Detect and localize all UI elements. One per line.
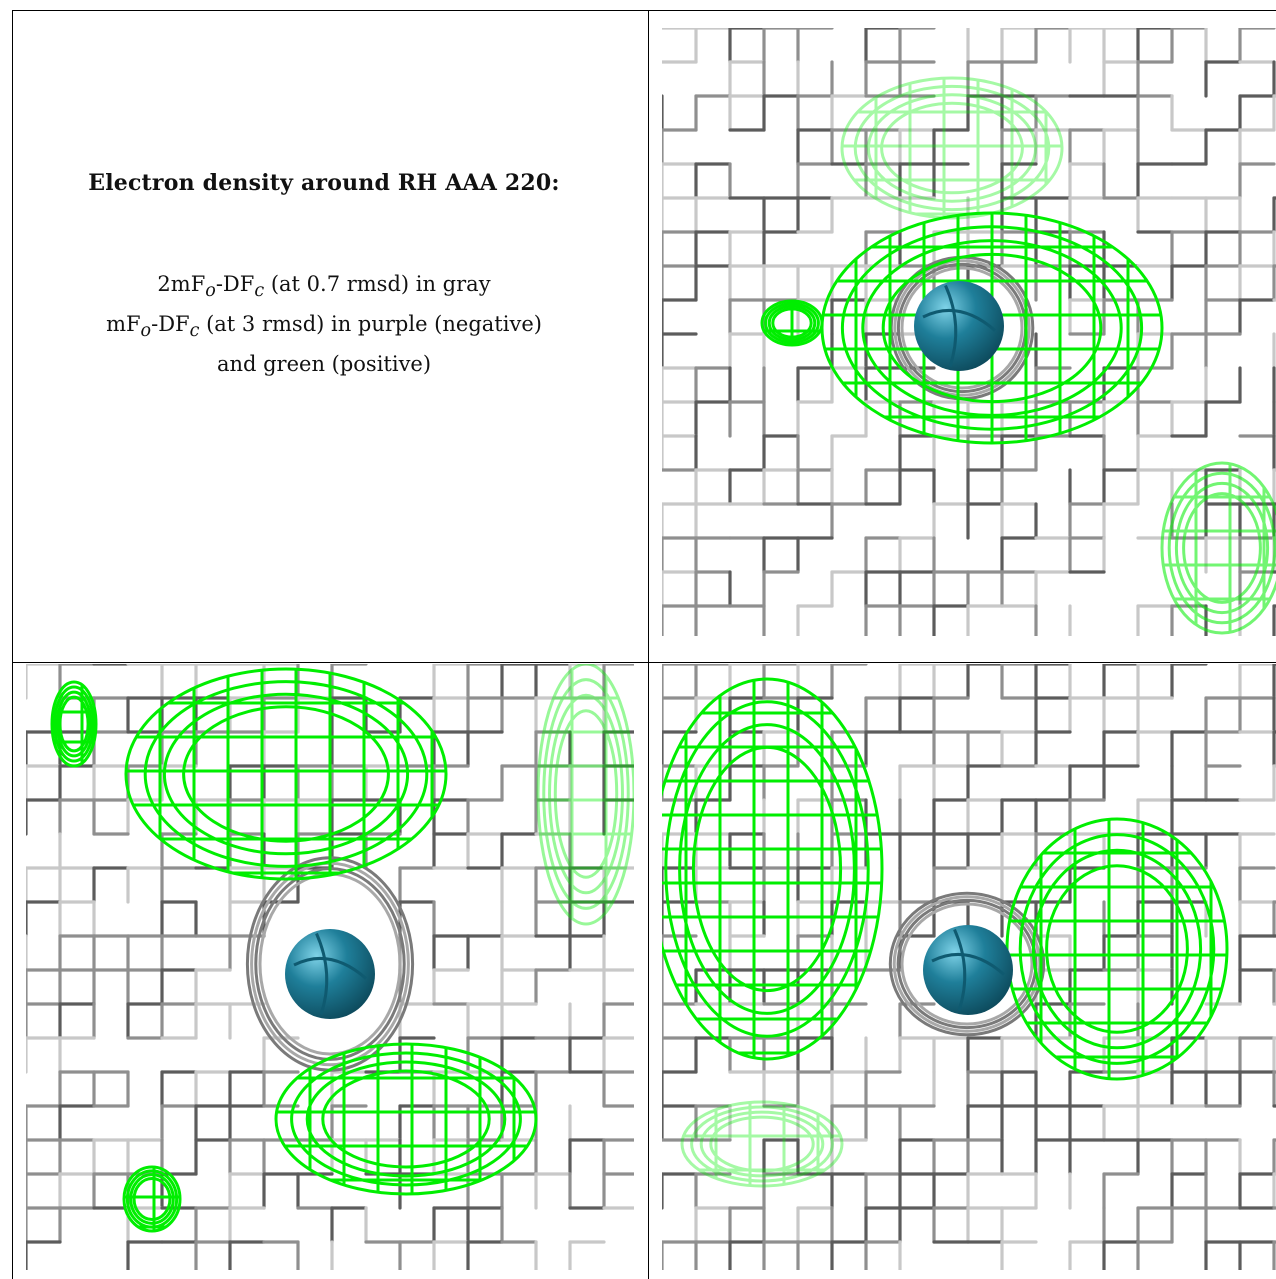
green-density-blob <box>50 680 98 768</box>
caption-line-1: 2mFo-DFc (at 0.7 rmsd) in gray <box>157 272 491 302</box>
divider-vertical <box>648 10 649 1279</box>
divider-horizontal <box>12 662 1276 663</box>
panel-bottom-right <box>662 664 1276 1270</box>
panel-top-right <box>662 28 1276 636</box>
caption-title: Electron density around RH AAA 220: <box>88 170 560 196</box>
density-map-bottom-left <box>26 664 634 1270</box>
green-density-blob <box>1160 461 1276 635</box>
gray-density-mesh <box>662 28 1276 636</box>
green-density-blob <box>124 667 448 881</box>
green-density-blob <box>840 76 1064 220</box>
gray-density-mesh <box>662 664 1276 1270</box>
green-density-blob <box>274 1042 538 1196</box>
density-map-bottom-right <box>662 664 1276 1270</box>
green-density-blob <box>680 1100 844 1188</box>
green-density-blob <box>760 299 824 347</box>
metal-atom-sphere <box>285 929 375 1019</box>
panel-bottom-left <box>26 664 634 1270</box>
caption-line-3: and green (positive) <box>216 352 432 377</box>
green-density-blob <box>662 677 884 1061</box>
border-left <box>12 10 13 1279</box>
metal-atom-sphere <box>923 925 1013 1015</box>
gray-density-mesh <box>26 664 634 1270</box>
green-density-blob <box>1005 817 1229 1081</box>
green-density-blob <box>122 1165 182 1233</box>
caption-line-2: mFo-DFc (at 3 rmsd) in purple (negative) <box>106 312 542 342</box>
metal-atom-sphere <box>914 281 1004 371</box>
caption-block: Electron density around RH AAA 220: 2mFo… <box>12 170 636 381</box>
border-top <box>12 10 1276 11</box>
density-map-top-right <box>662 28 1276 636</box>
green-density-blob <box>536 664 634 926</box>
